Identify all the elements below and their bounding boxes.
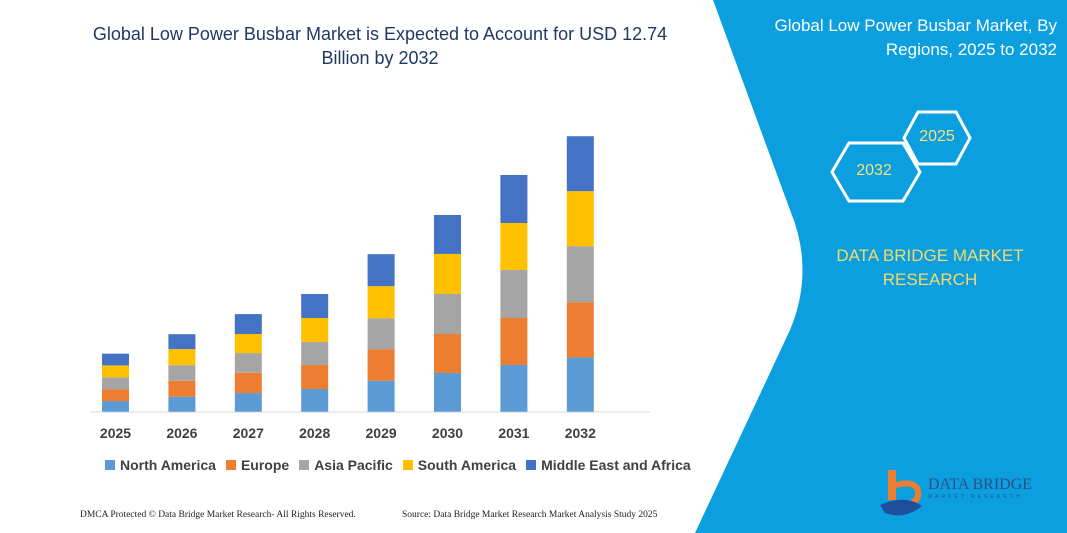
bar-2027-middle-east-and-africa	[234, 314, 262, 335]
bar-2025-asia-pacific	[102, 377, 129, 390]
bar-2026-north-america	[168, 396, 196, 412]
bar-2031-europe	[500, 317, 528, 365]
bar-2028-europe	[301, 364, 329, 389]
bar-2031-middle-east-and-africa	[500, 174, 528, 223]
bar-2027-north-america	[234, 393, 262, 412]
legend-swatch	[105, 460, 115, 470]
bar-2026-middle-east-and-africa	[168, 334, 196, 350]
legend-swatch	[402, 460, 413, 470]
legend-item: Europe	[225, 457, 290, 473]
bar-2028-middle-east-and-africa	[301, 293, 329, 318]
bar-2031-south-america	[500, 222, 528, 270]
bar-2032-europe	[566, 302, 594, 358]
bar-2027-asia-pacific	[234, 353, 262, 373]
bar-2032-asia-pacific	[566, 246, 594, 303]
chart-title: Global Low Power Busbar Market is Expect…	[92, 24, 668, 68]
bar-2032-middle-east-and-africa	[566, 136, 594, 192]
legend-label: Middle East and Africa	[541, 457, 691, 473]
bar-2030-asia-pacific	[434, 293, 461, 335]
bar-2025-north-america	[102, 401, 129, 412]
x-tick-label: 2025	[99, 425, 132, 441]
footer-source: Source: Data Bridge Market Research Mark…	[402, 510, 658, 520]
bar-2029-north-america	[367, 380, 395, 412]
bar-2029-asia-pacific	[367, 318, 395, 350]
bar-2025-middle-east-and-africa	[102, 353, 129, 366]
hex-label-2025: 2025	[919, 128, 955, 145]
bar-2027-south-america	[234, 334, 262, 354]
legend-swatch	[225, 460, 236, 470]
bar-2031-north-america	[500, 364, 528, 412]
legend-label: Asia Pacific	[314, 457, 393, 473]
x-tick-label: 2029	[365, 425, 397, 441]
bar-2029-europe	[367, 349, 395, 381]
panel-title: Global Low Power Busbar Market, By Regio…	[774, 16, 1057, 59]
hex-label-2032: 2032	[856, 162, 892, 179]
bar-2029-south-america	[367, 286, 395, 319]
x-tick-label: 2027	[232, 425, 264, 441]
legend-swatch	[526, 460, 537, 470]
bar-2025-europe	[102, 389, 129, 402]
bar-2026-asia-pacific	[168, 365, 196, 381]
legend-label: South America	[417, 457, 517, 473]
x-tick-label: 2028	[299, 425, 331, 441]
bar-2031-asia-pacific	[500, 269, 528, 318]
bars	[102, 136, 594, 412]
bar-2025-south-america	[102, 365, 129, 378]
x-tick-label: 2026	[166, 425, 198, 441]
legend-label: North America	[120, 457, 216, 473]
bar-2028-asia-pacific	[301, 342, 329, 365]
logo-icon	[880, 470, 922, 516]
footer-copyright: DMCA Protected © Data Bridge Market Rese…	[80, 510, 356, 520]
bar-2028-south-america	[301, 317, 329, 343]
legend: North America Europe Asia Pacific South Ame…	[105, 457, 691, 473]
bar-2026-south-america	[168, 349, 196, 366]
legend-label: Europe	[240, 457, 290, 473]
legend-item: North America	[105, 457, 216, 473]
bar-2030-north-america	[434, 372, 461, 412]
hexagon-2025-outline	[902, 110, 972, 166]
bar-2026-europe	[168, 380, 196, 397]
blue-panel	[695, 0, 1067, 533]
bar-2032-south-america	[566, 191, 594, 247]
hexagon-2032-outline	[830, 141, 922, 203]
legend-item: Asia Pacific	[299, 457, 393, 473]
brand-text: DATA BRIDGE MARKET RESEARCH	[836, 246, 1024, 289]
bar-2030-south-america	[434, 253, 461, 294]
bar-2029-middle-east-and-africa	[367, 254, 395, 287]
logo-text: DATA BRIDGE	[928, 476, 1033, 493]
bar-2028-north-america	[301, 388, 329, 412]
bar-2030-middle-east-and-africa	[434, 214, 461, 254]
legend-swatch	[299, 460, 310, 470]
x-tick-label: 2032	[564, 425, 596, 441]
bar-2030-europe	[434, 334, 461, 373]
legend-item: South America	[402, 457, 517, 473]
bar-2027-europe	[234, 372, 262, 394]
bar-2032-north-america	[566, 357, 594, 412]
x-tick-label: 2030	[431, 425, 464, 441]
x-tick-label: 2031	[498, 425, 530, 441]
logo-subtext: MARKET RESEARCH	[928, 494, 1023, 500]
legend-item: Middle East and Africa	[526, 457, 691, 473]
